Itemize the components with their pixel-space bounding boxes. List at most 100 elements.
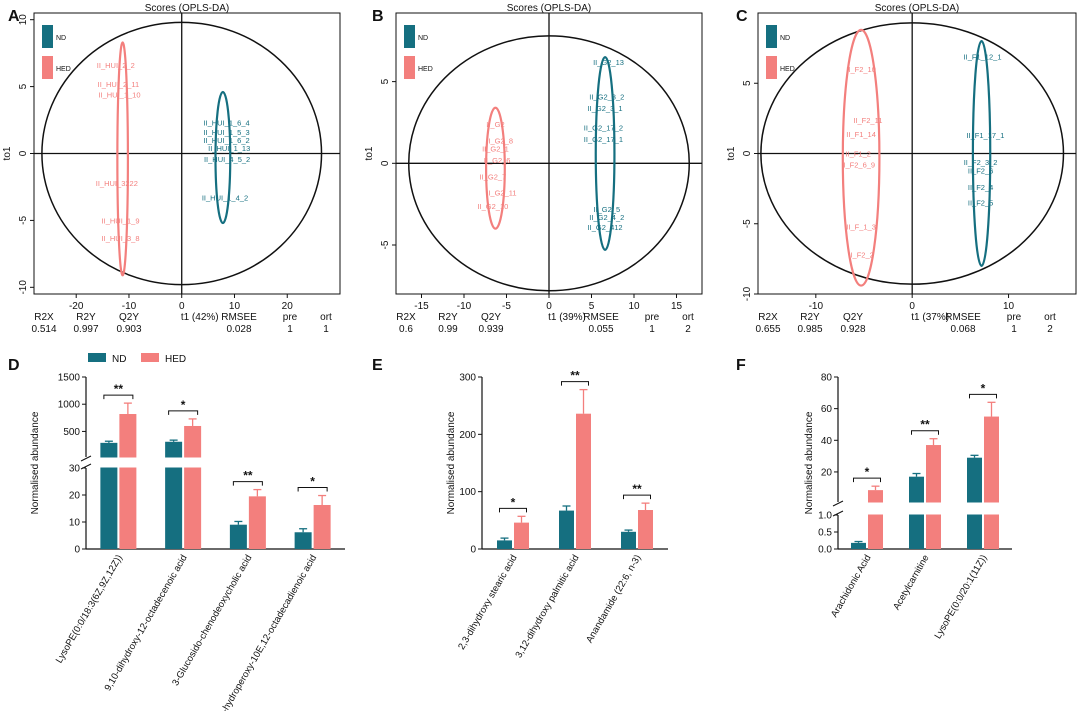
- sample-label: II_F2_6: [968, 166, 993, 175]
- legend-label-nd: ND: [780, 35, 790, 42]
- legend-label-hed: HED: [780, 66, 795, 73]
- sample-label: II_F2_5: [968, 199, 993, 208]
- sample-label: II_G2_5: [593, 205, 620, 214]
- sample-label: II_HUI_3222: [96, 179, 138, 188]
- y-axis-label: Normalised abundance: [804, 411, 815, 514]
- score-panel-C: C Scores (OPLS-DA) -10 0 10 -10 -5 0 5 to1 t1 (37%…: [726, 3, 1077, 335]
- significance-bracket: [623, 494, 651, 500]
- bar-nd: [497, 540, 512, 549]
- significance-bracket: [168, 410, 199, 415]
- y-tick-label: 5: [18, 83, 29, 89]
- category-label: LysoPE(0:0/20:1(11Z)): [933, 553, 990, 641]
- sample-label: II_F1_2: [845, 150, 870, 159]
- stats-header: R2X: [758, 312, 778, 323]
- y-tick-label: 500: [63, 427, 80, 438]
- bar-hed: [868, 490, 883, 549]
- stats-header: RMSEE: [583, 312, 619, 323]
- x-tick-label: -15: [414, 301, 429, 312]
- x-tick-label: 5: [589, 301, 595, 312]
- stats-header: R2Y: [438, 312, 458, 323]
- axis-break-mark: [80, 455, 92, 462]
- y-tick-label: 80: [821, 373, 833, 384]
- legend-swatch-hed: [766, 56, 777, 79]
- legend-label-hed: HED: [418, 66, 433, 73]
- y-tick-label: 20: [69, 491, 81, 502]
- sample-label: II_HUI_2_11: [98, 80, 140, 89]
- sample-label: II_G2_8: [486, 136, 513, 145]
- legend-swatch-hed: [141, 353, 159, 362]
- stats-value: 0.903: [116, 324, 141, 335]
- y-axis-label: to1: [2, 146, 13, 160]
- category-label: Arachidonic Acid: [829, 553, 874, 619]
- axis-break-gap: [227, 457, 268, 468]
- sample-label: II_G2_10: [477, 202, 508, 211]
- panel-label: C: [736, 8, 748, 25]
- bar-hed: [514, 522, 529, 549]
- axis-break-gap: [292, 457, 333, 468]
- legend-swatch-nd: [42, 25, 53, 48]
- stats-value: 0.655: [755, 324, 780, 335]
- sample-label: II_G2_3_1: [588, 104, 623, 113]
- sample-label: II_F_1_3: [846, 223, 876, 232]
- bar-hed: [926, 445, 941, 549]
- group-ellipse-nd: [971, 39, 992, 268]
- sample-label: II_G2_11: [486, 189, 516, 198]
- sample-label: II_G2_13: [593, 58, 624, 67]
- sample-label: II_F2_3_2: [964, 158, 998, 167]
- y-tick-label: 10: [69, 518, 81, 529]
- y-tick-label: 200: [459, 430, 476, 441]
- y-tick-label: 0.5: [818, 528, 832, 539]
- sample-label: II_F2_10: [846, 65, 876, 74]
- stats-value: 0.99: [438, 324, 458, 335]
- axis-break-gap: [849, 502, 885, 515]
- stats-header: Q2Y: [843, 312, 863, 323]
- stats-header: ort: [682, 312, 694, 323]
- stats-header: R2Y: [800, 312, 820, 323]
- y-tick-label: 0: [470, 545, 476, 556]
- sample-label: II_G2_7: [480, 172, 507, 181]
- sample-label: II_F1_12_1: [964, 53, 1002, 62]
- stats-value: 0.514: [31, 324, 56, 335]
- significance-label: **: [570, 369, 580, 383]
- stats-header: pre: [283, 312, 298, 323]
- sample-label: II_G2_1: [482, 145, 509, 154]
- sample-label: II_G2_412: [588, 223, 623, 232]
- bar-panel-F: F 0.0 0.5 1.0 20 40 60 80 Normalised abundance * A…: [736, 357, 1012, 641]
- y-tick-label: 10: [18, 14, 29, 26]
- legend-swatch-hed: [42, 56, 53, 79]
- sample-label: II_HUI_1_5_3: [203, 128, 249, 137]
- category-label: LysoPE(0:0/18:3(6Z,9Z,12Z)): [54, 553, 125, 665]
- axis-break-gap: [163, 457, 204, 468]
- stats-header: ort: [1044, 312, 1056, 323]
- x-tick-label: 10: [628, 301, 640, 312]
- x-tick-label: -20: [69, 301, 84, 312]
- y-tick-label: 5: [742, 80, 753, 86]
- bar-legend: ND HED: [88, 353, 186, 365]
- sample-label: II_F2_6_9: [841, 161, 875, 170]
- stats-value: 0.985: [797, 324, 822, 335]
- significance-label: *: [511, 495, 516, 509]
- sample-label: II_HUI_4_5_2: [204, 155, 250, 164]
- plot-title: Scores (OPLS-DA): [145, 3, 229, 14]
- x-tick-label: 0: [546, 301, 552, 312]
- bar-nd: [559, 510, 574, 549]
- y-tick-label: 1500: [58, 373, 81, 384]
- sample-label: II_HUI_1_6_2: [203, 136, 249, 145]
- bar-hed: [984, 416, 999, 549]
- sample-label: II_HUI_1_10: [98, 91, 140, 100]
- significance-bracket: [103, 394, 134, 400]
- stats-header: pre: [645, 312, 660, 323]
- group-ellipse-hed: [485, 106, 506, 230]
- significance-label: *: [865, 465, 870, 479]
- panel-label: B: [372, 8, 384, 25]
- category-label: 2,3-dihydroxy stearic acid: [456, 553, 519, 652]
- x-tick-label: -10: [122, 301, 137, 312]
- x-tick-label: 0: [909, 301, 915, 312]
- significance-label: *: [310, 475, 315, 489]
- sample-label: II_F2_4: [968, 183, 993, 192]
- stats-value: 2: [685, 324, 691, 335]
- sample-label: II_F2_11: [853, 116, 882, 125]
- y-tick-label: 60: [821, 404, 833, 415]
- y-tick-label: 0: [18, 150, 29, 156]
- significance-label: *: [181, 398, 186, 412]
